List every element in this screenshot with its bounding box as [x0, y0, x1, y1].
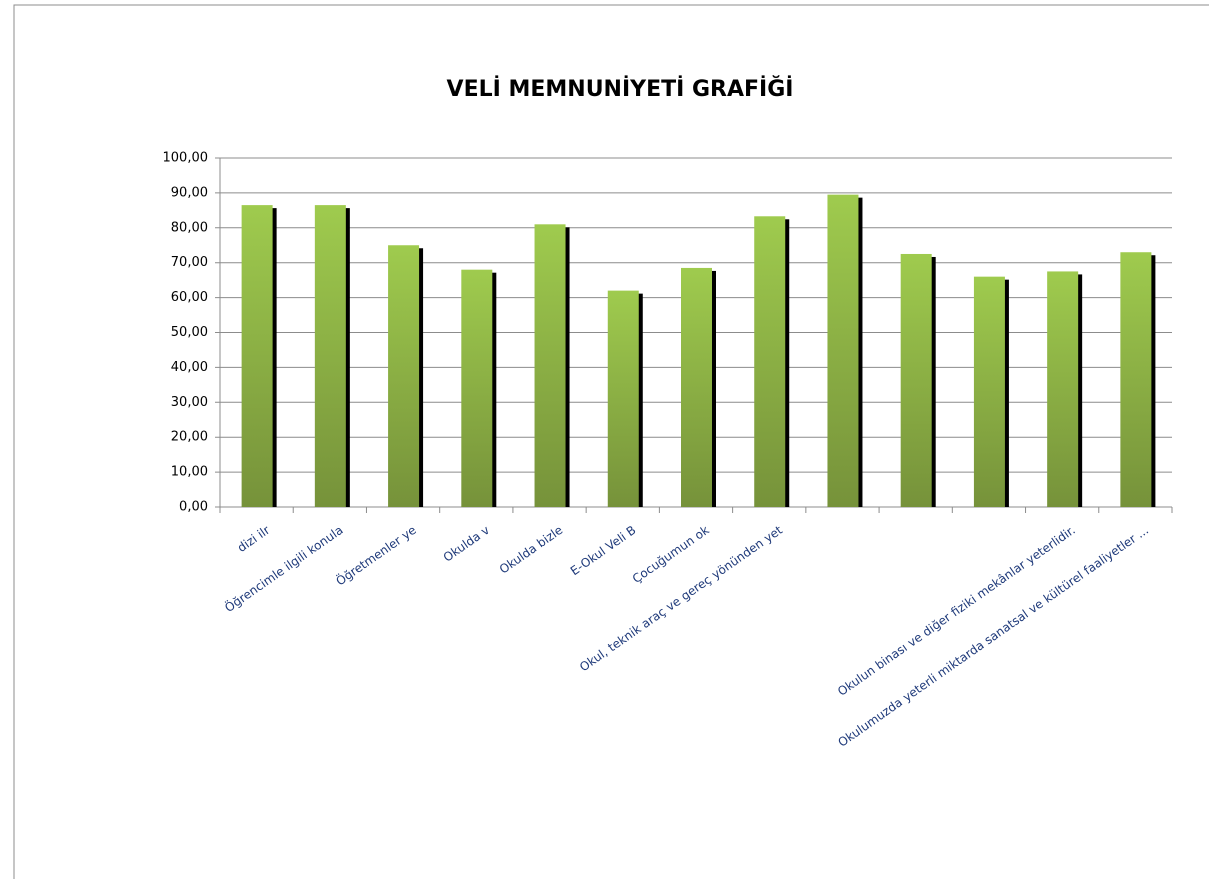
- bar: [534, 224, 566, 507]
- y-tick-label: 30,00: [171, 395, 208, 410]
- bar: [461, 269, 493, 507]
- bar: [1120, 252, 1152, 507]
- chart-title: VELİ MEMNUNİYETİ GRAFİĞİ: [447, 76, 794, 102]
- y-tick-label: 60,00: [171, 290, 208, 305]
- bar: [314, 205, 346, 508]
- x-tick-label: dizi ilr: [235, 523, 273, 555]
- bar: [754, 216, 786, 507]
- x-tick-label: Okulda bizle: [497, 523, 565, 577]
- y-tick-label: 90,00: [171, 185, 208, 200]
- bar: [607, 290, 639, 507]
- bar: [241, 205, 273, 508]
- y-tick-label: 80,00: [171, 220, 208, 235]
- x-tick-label: Öğrencimle ilgili konula: [221, 521, 345, 615]
- x-tick-label: Öğretmenler ye: [332, 521, 419, 588]
- chart-border: [13, 4, 1209, 879]
- bar: [973, 276, 1005, 507]
- y-tick-label: 20,00: [171, 430, 208, 445]
- bar: [388, 245, 420, 507]
- bar: [827, 194, 859, 507]
- y-tick-label: 50,00: [171, 325, 208, 340]
- bar: [681, 267, 712, 507]
- x-tick-label: E-Okul Veli B: [568, 523, 639, 578]
- bar: [900, 253, 932, 507]
- y-tick-label: 40,00: [171, 360, 208, 375]
- x-tick-label: Okulda v: [441, 523, 492, 565]
- y-tick-label: 70,00: [171, 255, 208, 270]
- y-tick-label: 0,00: [179, 500, 208, 515]
- x-tick-label: Okulumuzda yeterli miktarda sanatsal ve …: [835, 523, 1151, 750]
- bar: [1047, 271, 1079, 507]
- y-tick-label: 10,00: [171, 465, 208, 480]
- y-tick-label: 100,00: [163, 151, 209, 166]
